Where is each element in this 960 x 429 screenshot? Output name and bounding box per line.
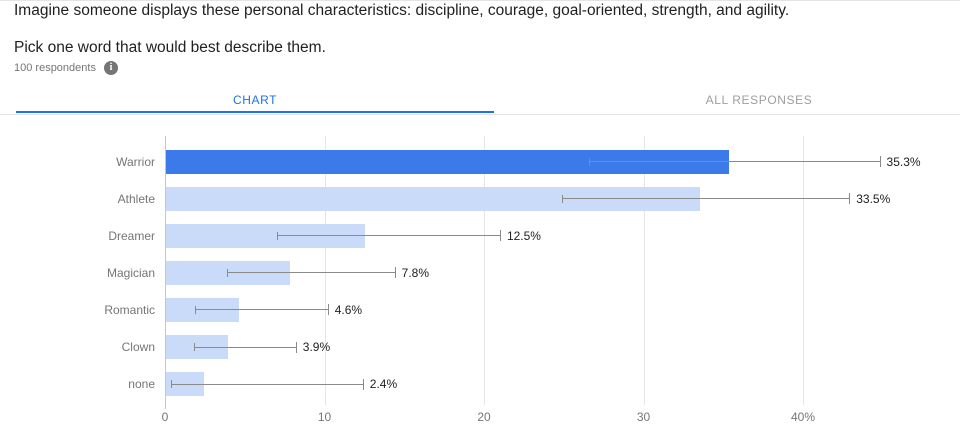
error-bar-line xyxy=(227,272,395,274)
category-label: Romantic xyxy=(104,302,155,317)
error-bar-line xyxy=(276,235,500,237)
tab-all-responses[interactable]: ALL RESPONSES xyxy=(705,93,813,107)
error-bar-cap-low xyxy=(589,157,591,166)
card-top-border xyxy=(0,0,960,1)
gridline xyxy=(484,136,485,405)
error-bar-line xyxy=(193,346,296,348)
info-icon[interactable]: i xyxy=(103,61,118,75)
category-label: none xyxy=(128,377,155,392)
error-bar-cap-high xyxy=(879,156,881,168)
tab-bar: CHART ALL RESPONSES xyxy=(0,88,960,114)
category-label: Warrior xyxy=(116,154,155,169)
bar-chart: 0 10 20 30 40% Warrior 35.3% Athlete 33.5% Dreame… xyxy=(0,115,960,429)
error-bar-cap-low xyxy=(195,305,197,314)
error-bar-line xyxy=(589,161,880,163)
value-label: 7.8% xyxy=(401,265,430,280)
category-label: Dreamer xyxy=(108,228,155,243)
x-tick-label: 30 xyxy=(636,410,651,424)
error-bar-cap-high xyxy=(499,230,501,242)
category-label: Athlete xyxy=(117,191,155,206)
category-label: Clown xyxy=(121,340,155,355)
value-label: 3.9% xyxy=(302,340,331,355)
error-bar-cap-low xyxy=(276,231,278,240)
tab-chart[interactable]: CHART xyxy=(16,88,494,113)
respondents-row: 100 respondents i xyxy=(14,61,118,75)
x-tick-label: 10 xyxy=(317,410,332,424)
gridline xyxy=(803,136,804,405)
error-bar-cap-high xyxy=(327,304,329,316)
error-bar-line xyxy=(171,383,363,385)
gridline xyxy=(324,136,326,405)
x-tick-label: 0 xyxy=(161,410,169,424)
error-bar-line xyxy=(195,309,328,311)
tab-divider xyxy=(0,114,960,115)
gridline xyxy=(643,136,645,405)
error-bar-cap-low xyxy=(562,194,564,203)
respondents-count: 100 respondents xyxy=(14,62,96,74)
value-label: 35.3% xyxy=(886,154,921,169)
value-label: 12.5% xyxy=(506,228,541,243)
survey-question-subtitle: Pick one word that would best describe t… xyxy=(14,39,326,56)
error-bar-line xyxy=(562,198,850,200)
error-bar-cap-low xyxy=(171,380,173,389)
x-tick-label: 40% xyxy=(790,410,816,424)
axis-zero-line xyxy=(165,136,166,409)
error-bar-cap-high xyxy=(295,341,297,353)
x-tick-label: 20 xyxy=(477,410,491,424)
error-bar-cap-low xyxy=(227,268,229,277)
error-bar-cap-high xyxy=(849,193,851,205)
value-label: 4.6% xyxy=(334,302,363,317)
value-label: 2.4% xyxy=(369,377,398,392)
survey-question-title: Imagine someone displays these personal … xyxy=(14,2,790,19)
category-label: Magician xyxy=(106,265,155,280)
value-label: 33.5% xyxy=(856,191,891,206)
error-bar-cap-high xyxy=(362,378,364,390)
error-bar-cap-low xyxy=(193,343,195,352)
error-bar-cap-high xyxy=(394,267,396,279)
